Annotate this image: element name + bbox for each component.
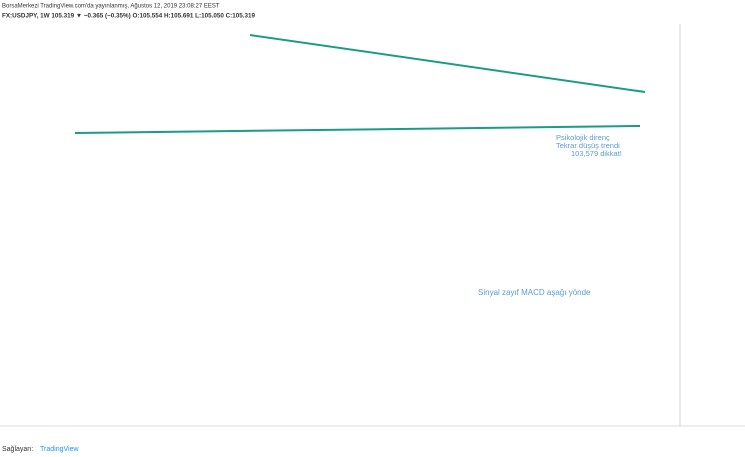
annotation: 103,579 dikkat! (571, 149, 622, 158)
annotation: Tekrar düşüş trendi (556, 141, 620, 150)
footer-provider: Sağlayan: (2, 446, 33, 453)
publisher-line: BorsaMerkezi TradingView.com'da yayınlan… (2, 4, 220, 10)
resistance-trendline (249, 34, 646, 93)
annotation: Sinyal zayıf MACD aşağı yönde (478, 288, 591, 297)
symbol-line: FX:USDJPY, 1W 105.319 ▼ −0.365 (−0.35%) … (2, 13, 256, 20)
annotation: Psikolojik direnç (556, 133, 610, 142)
support-trendline (74, 125, 641, 134)
footer-brand: TradingView (40, 446, 79, 453)
